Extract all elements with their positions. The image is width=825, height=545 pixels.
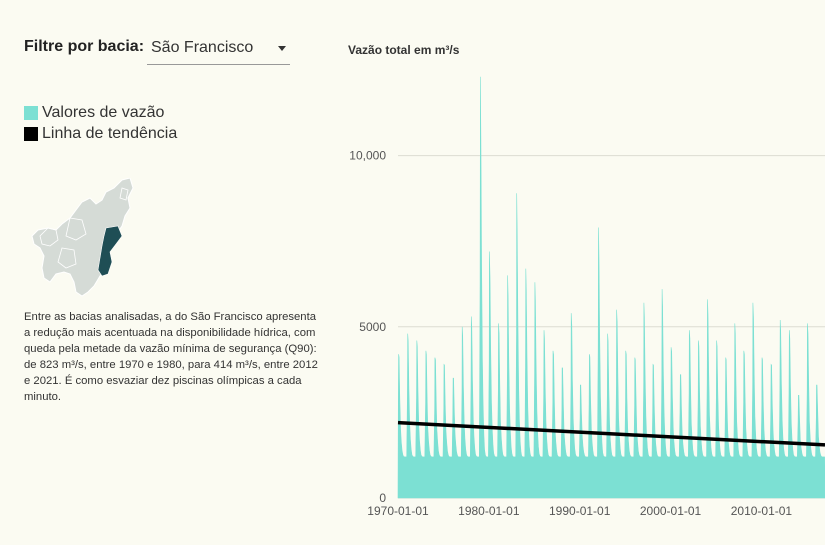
y-tick-label: 5000 (359, 320, 386, 334)
legend-label-trend: Linha de tendência (42, 125, 178, 142)
basin-map (30, 177, 140, 308)
legend-swatch-trend (24, 127, 38, 141)
legend-label-flow: Valores de vazão (42, 104, 165, 121)
basin-select-value: São Francisco (151, 39, 254, 56)
x-tick-label: 1980-01-01 (458, 504, 520, 518)
flow-area-series (397, 76, 825, 499)
sao-francisco-basin-shape (97, 225, 123, 277)
y-tick-label: 10,000 (349, 149, 386, 163)
y-axis: 0 5000 10,000 (349, 149, 386, 505)
legend: Valores de vazão Linha de tendência (24, 103, 177, 145)
flow-chart: Vazão total em m³/s 0 5000 10,000 1970-01-… (348, 43, 825, 518)
x-tick-label: 1990-01-01 (549, 504, 611, 518)
basin-description: Entre as bacias analisadas, a do São Fra… (24, 311, 318, 403)
basin-select[interactable]: São Francisco (147, 34, 290, 65)
legend-item-flow: Valores de vazão (24, 103, 177, 123)
legend-swatch-flow (24, 106, 38, 120)
x-axis: 1970-01-01 1980-01-01 1990-01-01 2000-01-01… (367, 504, 792, 518)
filter-label: Filtre por bacia: (24, 38, 145, 55)
legend-item-trend: Linha de tendência (24, 124, 177, 144)
x-tick-label: 1970-01-01 (367, 504, 429, 518)
chart-title: Vazão total em m³/s (348, 43, 460, 57)
y-tick-label: 0 (379, 491, 386, 505)
chevron-down-icon[interactable] (278, 46, 286, 51)
x-tick-label: 2010-01-01 (731, 504, 793, 518)
brazil-basins-map-icon (31, 177, 134, 297)
x-tick-label: 2000-01-01 (640, 504, 702, 518)
trend-line (397, 420, 825, 447)
